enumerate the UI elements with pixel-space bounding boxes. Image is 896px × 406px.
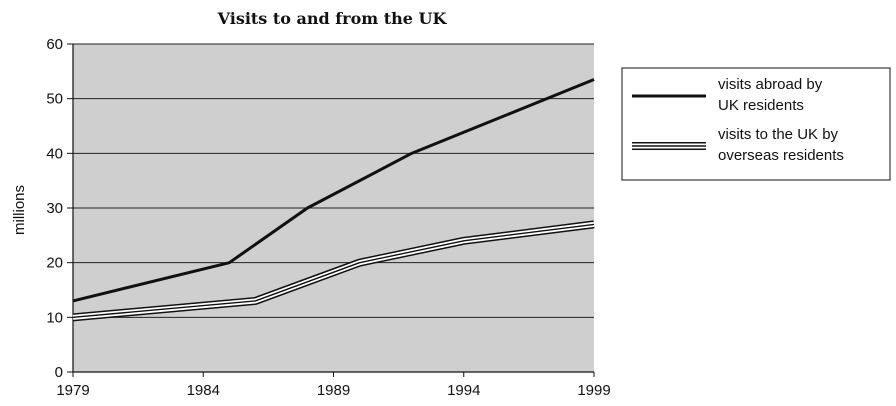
legend-label-1-line-2: UK residents — [718, 97, 804, 114]
legend-label-2-line-2: overseas residents — [718, 147, 844, 164]
y-tick-label-40: 40 — [46, 145, 63, 162]
series-2-line-inner — [72, 223, 595, 319]
x-tick-label-1979: 1979 — [56, 382, 89, 399]
x-tick-label-1999: 1999 — [577, 382, 610, 399]
y-tick-label-20: 20 — [46, 255, 63, 272]
y-tick-label-0: 0 — [55, 364, 63, 381]
x-tick-label-1984: 1984 — [187, 382, 220, 399]
legend-label-1-line-1: visits abroad by — [718, 76, 823, 93]
legend-box — [621, 67, 891, 181]
legend: visits abroad by UK residents visits to th… — [621, 67, 891, 181]
y-tick-label-30: 30 — [46, 200, 63, 217]
chart-title: Visits to and from the UK — [217, 9, 448, 28]
series-1-line — [72, 78, 595, 303]
x-tick-label-1994: 1994 — [447, 382, 480, 399]
y-tick-label-50: 50 — [46, 91, 63, 108]
y-tick-label-60: 60 — [46, 36, 63, 53]
x-tick-label-1989: 1989 — [317, 382, 350, 399]
y-axis-label: millions — [11, 185, 28, 235]
plot-area: 0 10 20 30 40 50 60 1979 1984 1989 1994 1999 — [46, 36, 610, 399]
legend-label-2-line-1: visits to the UK by — [718, 126, 839, 143]
y-tick-label-10: 10 — [46, 309, 63, 326]
